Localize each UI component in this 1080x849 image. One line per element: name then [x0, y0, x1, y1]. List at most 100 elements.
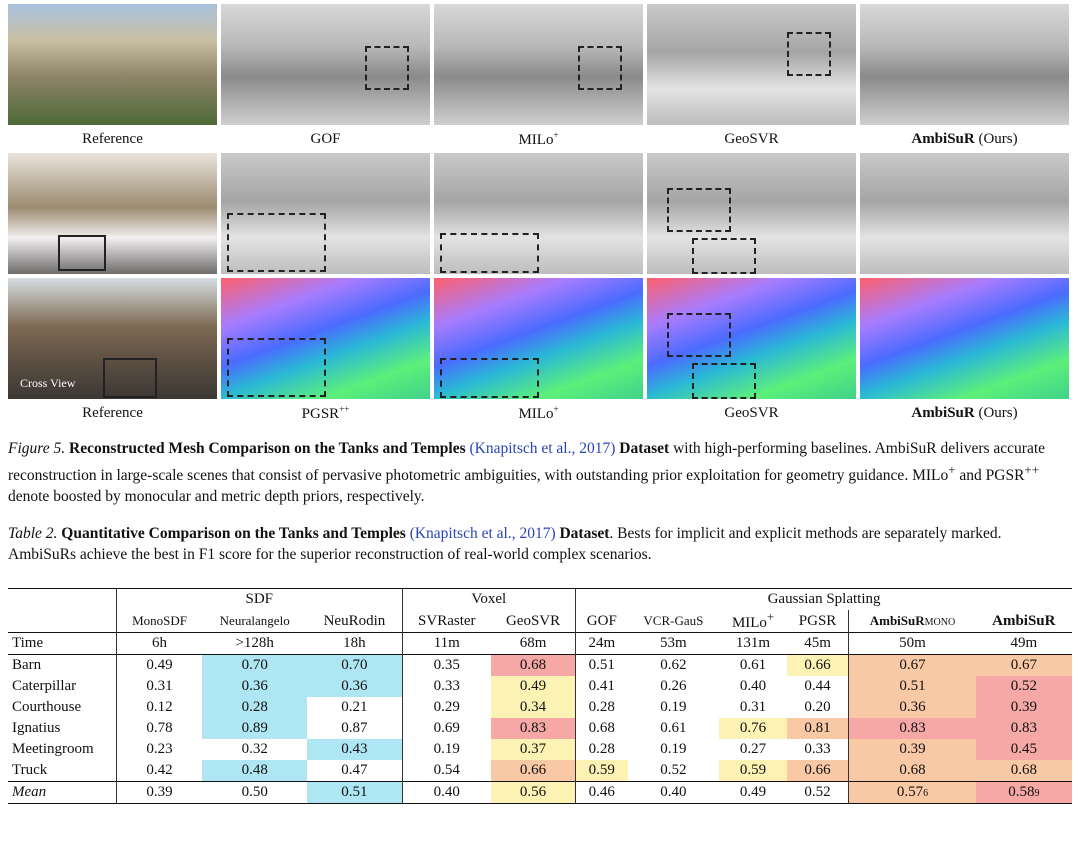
time-cell: 6h: [116, 632, 203, 655]
table-cell: 0.42: [116, 760, 203, 782]
table-cell: 0.66: [491, 760, 576, 782]
table-cell: 0.68: [491, 654, 576, 676]
table-cell: 0.36: [202, 676, 308, 697]
table-citation-link[interactable]: (Knapitsch et al., 2017): [409, 525, 556, 542]
label-gof: GOF: [310, 130, 341, 147]
table-cell: 0.43: [307, 739, 402, 760]
table-cell: 0.21: [341, 699, 368, 715]
geosvr-mesh-2: [647, 153, 856, 274]
table-cell: 0.61: [739, 657, 767, 673]
table-cell: 0.36: [307, 676, 402, 697]
label-ambisur: AmbiSuR (Ours): [911, 130, 1018, 147]
table-cell: 0.69: [401, 718, 492, 739]
table-cell: 0.39: [975, 697, 1072, 718]
table-cell: 0.76: [719, 718, 787, 739]
table-cell: 0.52: [660, 762, 687, 778]
table-cell: 0.87: [341, 720, 368, 736]
table-row: Courthouse 0.12 0.28 0.21 0.29 0.34 0.28 0.19 0.…: [8, 697, 1072, 718]
time-cell: 68m: [519, 635, 547, 651]
milo-mesh: [434, 4, 643, 125]
citation-link[interactable]: (Knapitsch et al., 2017): [469, 440, 616, 457]
table-cell: 0.67: [975, 654, 1072, 676]
label-geosvr: GeoSVR: [724, 130, 779, 147]
figure-caption: Figure 5. Reconstructed Mesh Comparison …: [8, 440, 1046, 506]
mean-cell: 0.40: [401, 781, 492, 804]
label-geosvr-2: GeoSVR: [724, 404, 779, 421]
col-milo: MILo+: [731, 610, 774, 631]
mean-cell: 0.39: [116, 781, 203, 804]
ambisur-mesh: [860, 4, 1069, 125]
table-cell: 0.31: [116, 676, 203, 697]
mean-cell: 0.52: [804, 784, 831, 800]
table-cell: 0.78: [116, 718, 203, 739]
label-pgsr: PGSR++: [301, 403, 350, 422]
group-voxel: Voxel: [401, 588, 576, 610]
row-time-label: Time: [12, 635, 44, 651]
time-cell: 45m: [804, 635, 831, 651]
time-cell: 24m: [575, 632, 628, 655]
table-cell: 0.33: [804, 741, 831, 757]
table-cell: 0.70: [307, 654, 402, 676]
ambisur-normal: [860, 278, 1069, 399]
col-geosvr: GeoSVR: [505, 612, 561, 629]
table-cell: 0.68: [848, 760, 976, 782]
mean-cell: 0.46: [575, 781, 628, 804]
table-cell: 0.61: [660, 720, 687, 736]
row-label: Truck: [12, 762, 48, 778]
table-row: Caterpillar 0.31 0.36 0.36 0.33 0.49 0.41 0.26 0…: [8, 676, 1072, 697]
table-row: Truck 0.42 0.48 0.47 0.54 0.66 0.59 0.52 0.59 0.6…: [8, 760, 1072, 782]
pgsr-mesh: [221, 153, 430, 274]
milo-normal: [434, 278, 643, 399]
group-sdf: SDF: [116, 588, 402, 610]
time-cell: >128h: [235, 635, 274, 651]
table-cell: 0.52: [975, 676, 1072, 697]
table-cell: 0.23: [116, 739, 203, 760]
table-cell: 0.33: [401, 676, 492, 697]
time-cell: 131m: [735, 635, 771, 651]
reference-photo-cross-view: Cross View: [8, 278, 217, 399]
mean-cell: 0.56: [491, 781, 576, 804]
table-row: Barn 0.49 0.70 0.70 0.35 0.68 0.51 0.62 0.61 0.66…: [8, 654, 1072, 676]
table-cell: 0.28: [202, 697, 308, 718]
reference-photo-meetingroom: [8, 153, 217, 274]
table-cell: 0.41: [575, 676, 628, 697]
table-cell: 0.54: [401, 760, 492, 782]
table-cell: 0.31: [739, 699, 767, 715]
col-gof: GOF: [575, 610, 628, 633]
table-cell: 0.32: [241, 741, 268, 757]
table-cell: 0.68: [975, 760, 1072, 782]
table-cell: 0.59: [719, 760, 787, 782]
table-cell: 0.36: [848, 697, 976, 718]
mean-cell: 0.50: [241, 784, 268, 800]
time-cell: 18h: [343, 635, 366, 651]
table-cell: 0.34: [491, 697, 576, 718]
table-cell: 0.28: [575, 739, 628, 760]
row-label: Ignatius: [12, 720, 61, 736]
mean-cell: 0.51: [307, 781, 402, 804]
label-reference-2: Reference: [82, 404, 143, 421]
table-cell: 0.67: [848, 654, 976, 676]
table-cell: 0.62: [660, 657, 687, 673]
mean-cell: 0.589: [975, 781, 1072, 804]
table-cell: 0.70: [202, 654, 308, 676]
results-table: SDF Voxel Gaussian Splatting MonoSDF Neu…: [8, 588, 1072, 804]
row-label: Barn: [12, 657, 42, 673]
mean-row: Mean 0.39 0.50 0.51 0.40 0.56 0.46 0.40 …: [8, 781, 1072, 804]
table-cell: 0.35: [401, 654, 492, 676]
table-cell: 0.19: [401, 739, 492, 760]
ambisur-mesh-2: [860, 153, 1069, 274]
mean-cell: 0.40: [660, 784, 687, 800]
time-cell: 50m: [848, 632, 976, 655]
mean-cell: 0.49: [739, 784, 767, 800]
geosvr-mesh: [647, 4, 856, 125]
table-cell: 0.89: [202, 718, 308, 739]
label-ambisur-2: AmbiSuR (Ours): [911, 404, 1018, 421]
table-cell: 0.19: [660, 699, 687, 715]
table-cell: 0.83: [975, 718, 1072, 739]
pgsr-normal: [221, 278, 430, 399]
table-cell: 0.83: [491, 718, 576, 739]
table-cell: 0.39: [848, 739, 976, 760]
col-neuralangelo: Neuralangelo: [219, 613, 290, 628]
table-cell: 0.48: [202, 760, 308, 782]
reference-photo-courthouse: [8, 4, 217, 125]
